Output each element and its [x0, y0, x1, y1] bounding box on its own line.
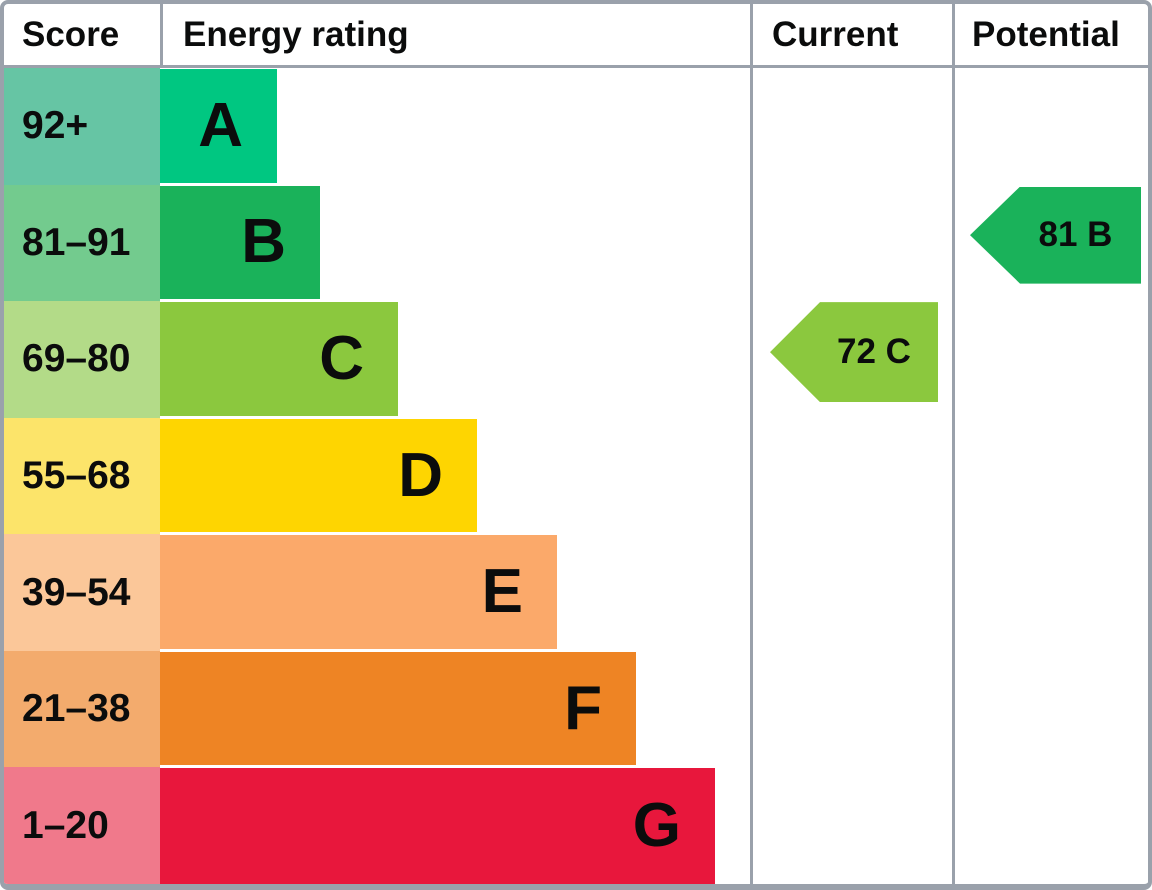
band-score-cell: 55–68 [4, 417, 160, 535]
band-score-cell: 1–20 [4, 767, 160, 884]
band-score-label: 1–20 [22, 803, 109, 847]
band-score-cell: 39–54 [4, 534, 160, 651]
band-bar: B [160, 185, 320, 300]
band-bar: D [160, 418, 477, 533]
band-score-label: 39–54 [22, 570, 131, 614]
potential-rating-label: 81 B [1038, 215, 1113, 255]
band-letter: A [198, 90, 243, 160]
band-letter: G [632, 791, 681, 861]
potential-rating-arrow: 81 B [970, 186, 1141, 284]
current-rating-arrow: 72 C [770, 302, 938, 403]
band-score-label: 92+ [22, 104, 89, 148]
band-score-label: 69–80 [22, 337, 131, 381]
band-bar: E [160, 535, 557, 649]
band-rows: 92+ A 81–91 B 81 B 69–80 C [4, 68, 1148, 884]
band-row-d: 55–68 D [4, 417, 1148, 535]
band-row-b: 81–91 B 81 B [4, 184, 1148, 302]
energy-rating-column-header: Energy rating [183, 14, 409, 54]
band-score-cell: 92+ [4, 68, 160, 185]
band-score-cell: 81–91 [4, 184, 160, 302]
band-letter: C [319, 323, 364, 393]
current-rating-label: 72 C [837, 332, 911, 372]
band-bar: G [160, 768, 715, 884]
current-column-header: Current [772, 14, 899, 54]
band-score-cell: 69–80 [4, 301, 160, 418]
band-score-label: 55–68 [22, 454, 131, 498]
band-row-f: 21–38 F [4, 650, 1148, 768]
band-letter: B [241, 207, 286, 277]
band-row-a: 92+ A [4, 68, 1148, 185]
band-bar: F [160, 651, 636, 766]
band-score-cell: 21–38 [4, 650, 160, 768]
band-letter: D [398, 440, 443, 510]
band-row-e: 39–54 E [4, 534, 1148, 651]
potential-column-divider-line [952, 4, 955, 884]
band-row-c: 69–80 C 72 C [4, 301, 1148, 418]
potential-column-header: Potential [972, 14, 1120, 54]
band-bar: A [160, 69, 277, 183]
current-column-divider-line [750, 4, 753, 884]
score-column-header: Score [22, 14, 120, 54]
band-row-g: 1–20 G [4, 767, 1148, 884]
band-score-label: 81–91 [22, 220, 131, 264]
header-divider-line [4, 65, 1148, 68]
band-score-label: 21–38 [22, 687, 131, 731]
band-bar: C [160, 302, 398, 416]
band-letter: E [481, 557, 523, 627]
score-energy-divider-line [160, 4, 163, 68]
band-letter: F [564, 673, 602, 743]
